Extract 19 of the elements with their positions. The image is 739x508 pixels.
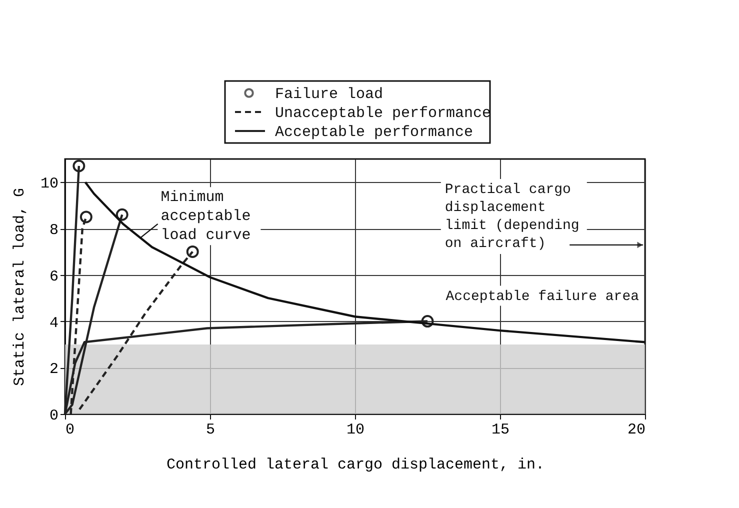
x-tick-label: 20: [627, 422, 646, 438]
y-tick-label: 10: [40, 176, 58, 193]
x-tick-label: 10: [346, 422, 365, 438]
x-tick-label: 5: [206, 422, 216, 438]
y-tick-label: 4: [49, 314, 58, 332]
annotation: Minimum acceptable load curve: [160, 189, 251, 244]
annotation: Acceptable failure area: [446, 288, 639, 305]
y-tick-label: 0: [49, 408, 58, 424]
y-tick-label: 6: [49, 268, 58, 286]
legend-label: Failure load: [275, 86, 384, 103]
y-tick-label: 2: [49, 361, 58, 378]
x-axis-title: Controlled lateral cargo displacement, in.: [166, 456, 545, 474]
y-tick-label: 8: [49, 222, 58, 240]
annotation: Practical cargo displacement limit (depending on aircraft): [444, 182, 580, 252]
y-axis-title: Static lateral load, G: [11, 188, 28, 386]
x-tick-label: 0: [66, 422, 75, 438]
legend-label: Acceptable performance: [275, 124, 474, 141]
legend-label: Unacceptable performance: [275, 105, 492, 122]
x-tick-label: 15: [491, 422, 510, 438]
